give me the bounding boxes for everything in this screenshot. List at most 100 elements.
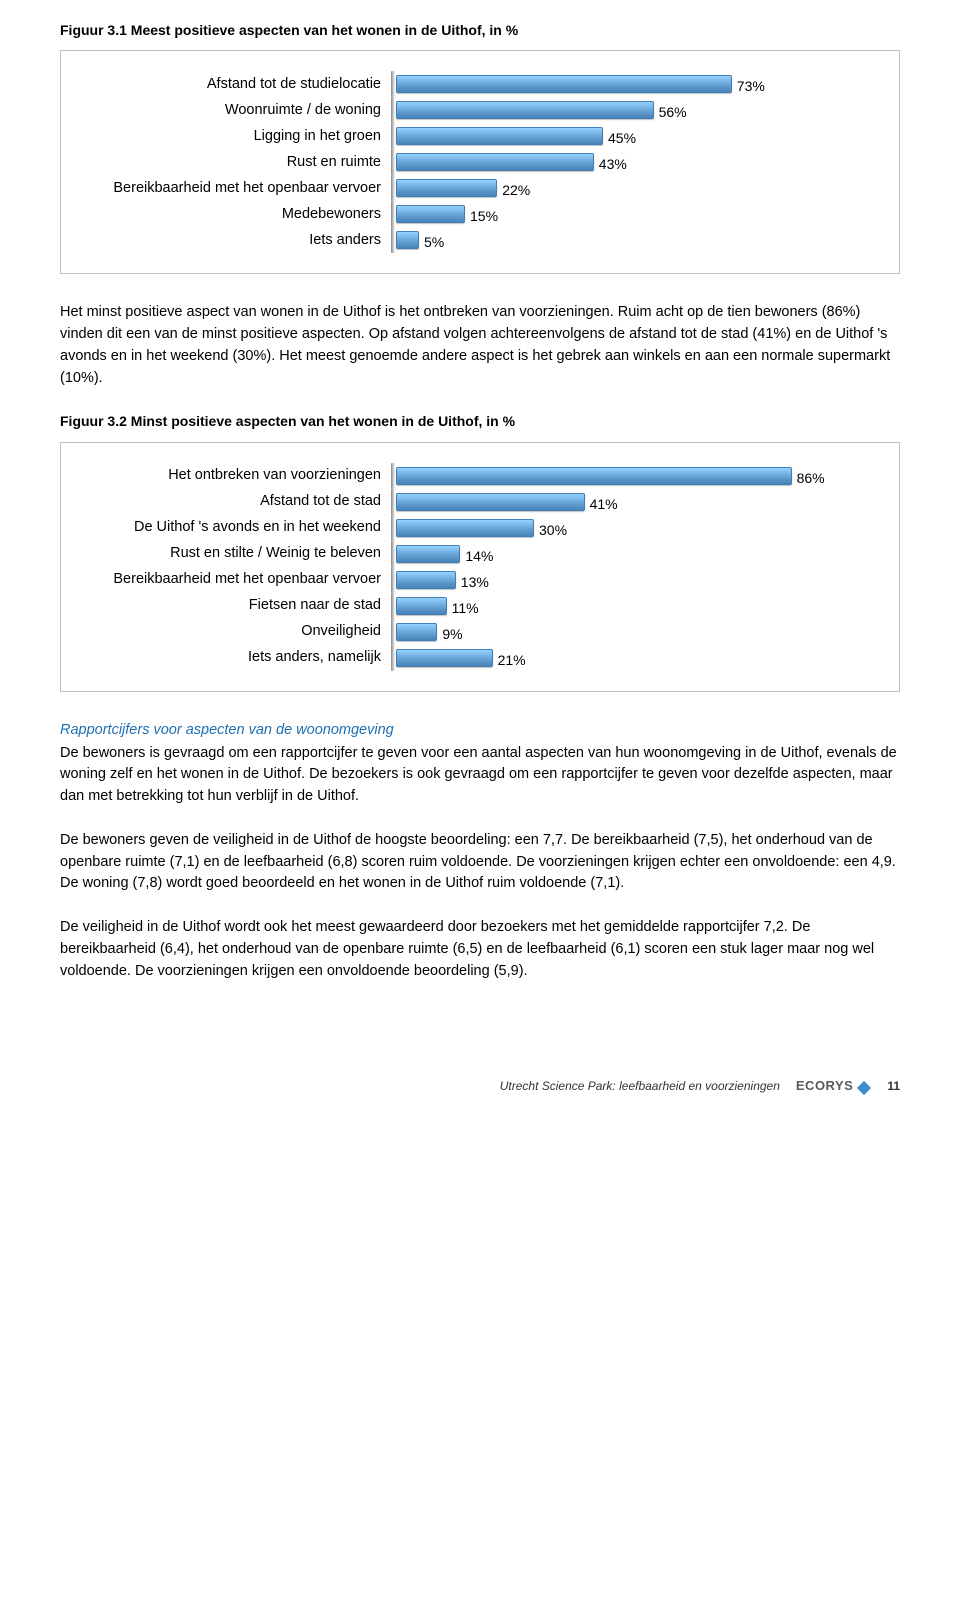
chart-row-label: Afstand tot de stad: [71, 491, 391, 512]
chart-row: Woonruimte / de woning 56%: [71, 99, 881, 121]
chart-bar: 15%: [396, 205, 465, 223]
axis-line: [391, 593, 395, 619]
chart-bar-area: 43%: [391, 151, 881, 173]
chart-bar-area: 86%: [391, 465, 881, 487]
page-number: 11: [887, 1078, 900, 1095]
figure-3-2-title: Figuur 3.2 Minst positieve aspecten van …: [60, 411, 900, 431]
axis-line: [391, 227, 395, 253]
page-footer: Utrecht Science Park: leefbaarheid en vo…: [60, 1077, 900, 1096]
chart-bar: 86%: [396, 467, 792, 485]
chart-row-label: De Uithof 's avonds en in het weekend: [71, 517, 391, 538]
chart-bar: 21%: [396, 649, 493, 667]
axis-line: [391, 619, 395, 645]
axis-line: [391, 97, 395, 123]
chart-row: Bereikbaarheid met het openbaar vervoer 1…: [71, 569, 881, 591]
chart-bar-value: 45%: [608, 128, 636, 148]
chart-row: Iets anders, namelijk 21%: [71, 647, 881, 669]
chart-row: De Uithof 's avonds en in het weekend 30%: [71, 517, 881, 539]
chart-bar: 5%: [396, 231, 419, 249]
axis-line: [391, 489, 395, 515]
figure-3-1-chart: Afstand tot de studielocatie 73% Woonruimt…: [60, 50, 900, 274]
chart-row-label: Ligging in het groen: [71, 126, 391, 147]
chart-row-label: Onveiligheid: [71, 621, 391, 642]
chart-row-label: Bereikbaarheid met het openbaar vervoer: [71, 178, 391, 199]
chart-row: Rust en stilte / Weinig te beleven 14%: [71, 543, 881, 565]
chart-row-label: Iets anders, namelijk: [71, 647, 391, 668]
chart-bar-value: 22%: [502, 180, 530, 200]
chart-bar-value: 86%: [797, 468, 825, 488]
chart-bar-area: 5%: [391, 229, 881, 251]
chart-bar-area: 21%: [391, 647, 881, 669]
chart-bar-area: 22%: [391, 177, 881, 199]
section-subheading: Rapportcijfers voor aspecten van de woon…: [60, 720, 900, 741]
chart-row-label: Rust en stilte / Weinig te beleven: [71, 543, 391, 564]
chart-bar-area: 56%: [391, 99, 881, 121]
chart-bar: 73%: [396, 75, 732, 93]
paragraph-4: De veiligheid in de Uithof wordt ook het…: [60, 917, 900, 982]
chart-row: Medebewoners 15%: [71, 203, 881, 225]
paragraph-1: Het minst positieve aspect van wonen in …: [60, 302, 900, 389]
chart-bar-area: 30%: [391, 517, 881, 539]
chart-bar: 22%: [396, 179, 497, 197]
figure-3-2-chart: Het ontbreken van voorzieningen 86% Afstan…: [60, 442, 900, 692]
axis-line: [391, 541, 395, 567]
chart-bar-area: 15%: [391, 203, 881, 225]
chart-bar-value: 43%: [599, 154, 627, 174]
chart-row: Ligging in het groen 45%: [71, 125, 881, 147]
paragraph-2: De bewoners is gevraagd om een rapportci…: [60, 743, 900, 808]
chart-row-label: Fietsen naar de stad: [71, 595, 391, 616]
chart-bar: 14%: [396, 545, 460, 563]
paragraph-3: De bewoners geven de veiligheid in de Ui…: [60, 830, 900, 895]
chart-bar-value: 13%: [461, 572, 489, 592]
diamond-icon: [857, 1081, 871, 1095]
chart-bar-area: 73%: [391, 73, 881, 95]
chart-bar-area: 41%: [391, 491, 881, 513]
chart-bar-value: 56%: [659, 102, 687, 122]
chart-row-label: Afstand tot de studielocatie: [71, 74, 391, 95]
chart-row: Afstand tot de studielocatie 73%: [71, 73, 881, 95]
axis-line: [391, 149, 395, 175]
chart-row-label: Iets anders: [71, 230, 391, 251]
chart-bar-area: 9%: [391, 621, 881, 643]
chart-row: Onveiligheid 9%: [71, 621, 881, 643]
chart-row-label: Medebewoners: [71, 204, 391, 225]
chart-bar: 56%: [396, 101, 654, 119]
chart-bar: 11%: [396, 597, 447, 615]
chart-bar-area: 45%: [391, 125, 881, 147]
chart-row: Afstand tot de stad 41%: [71, 491, 881, 513]
chart-bar: 9%: [396, 623, 437, 641]
chart-row: Fietsen naar de stad 11%: [71, 595, 881, 617]
chart-row: Het ontbreken van voorzieningen 86%: [71, 465, 881, 487]
chart-row-label: Rust en ruimte: [71, 152, 391, 173]
chart-bar-value: 73%: [737, 76, 765, 96]
chart-bar: 45%: [396, 127, 603, 145]
chart-bar-value: 5%: [424, 232, 444, 252]
chart-bar: 30%: [396, 519, 534, 537]
axis-line: [391, 567, 395, 593]
axis-line: [391, 71, 395, 97]
axis-line: [391, 123, 395, 149]
chart-row-label: Het ontbreken van voorzieningen: [71, 465, 391, 486]
chart-bar-value: 41%: [590, 494, 618, 514]
footer-doc-title: Utrecht Science Park: leefbaarheid en vo…: [500, 1078, 780, 1095]
chart-bar-area: 14%: [391, 543, 881, 565]
chart-bar: 41%: [396, 493, 585, 511]
chart-bar-value: 9%: [442, 624, 462, 644]
footer-brand: ECORYS: [796, 1077, 853, 1096]
chart-bar: 43%: [396, 153, 594, 171]
axis-line: [391, 175, 395, 201]
figure-3-1-title: Figuur 3.1 Meest positieve aspecten van …: [60, 20, 900, 40]
axis-line: [391, 201, 395, 227]
chart-row: Bereikbaarheid met het openbaar vervoer 2…: [71, 177, 881, 199]
chart-bar-area: 13%: [391, 569, 881, 591]
axis-line: [391, 515, 395, 541]
chart-bar-value: 30%: [539, 520, 567, 540]
axis-line: [391, 463, 395, 489]
chart-bar-area: 11%: [391, 595, 881, 617]
chart-row: Rust en ruimte 43%: [71, 151, 881, 173]
chart-row-label: Bereikbaarheid met het openbaar vervoer: [71, 569, 391, 590]
chart-bar-value: 15%: [470, 206, 498, 226]
chart-bar-value: 14%: [465, 546, 493, 566]
chart-bar-value: 11%: [452, 598, 479, 618]
chart-row-label: Woonruimte / de woning: [71, 100, 391, 121]
